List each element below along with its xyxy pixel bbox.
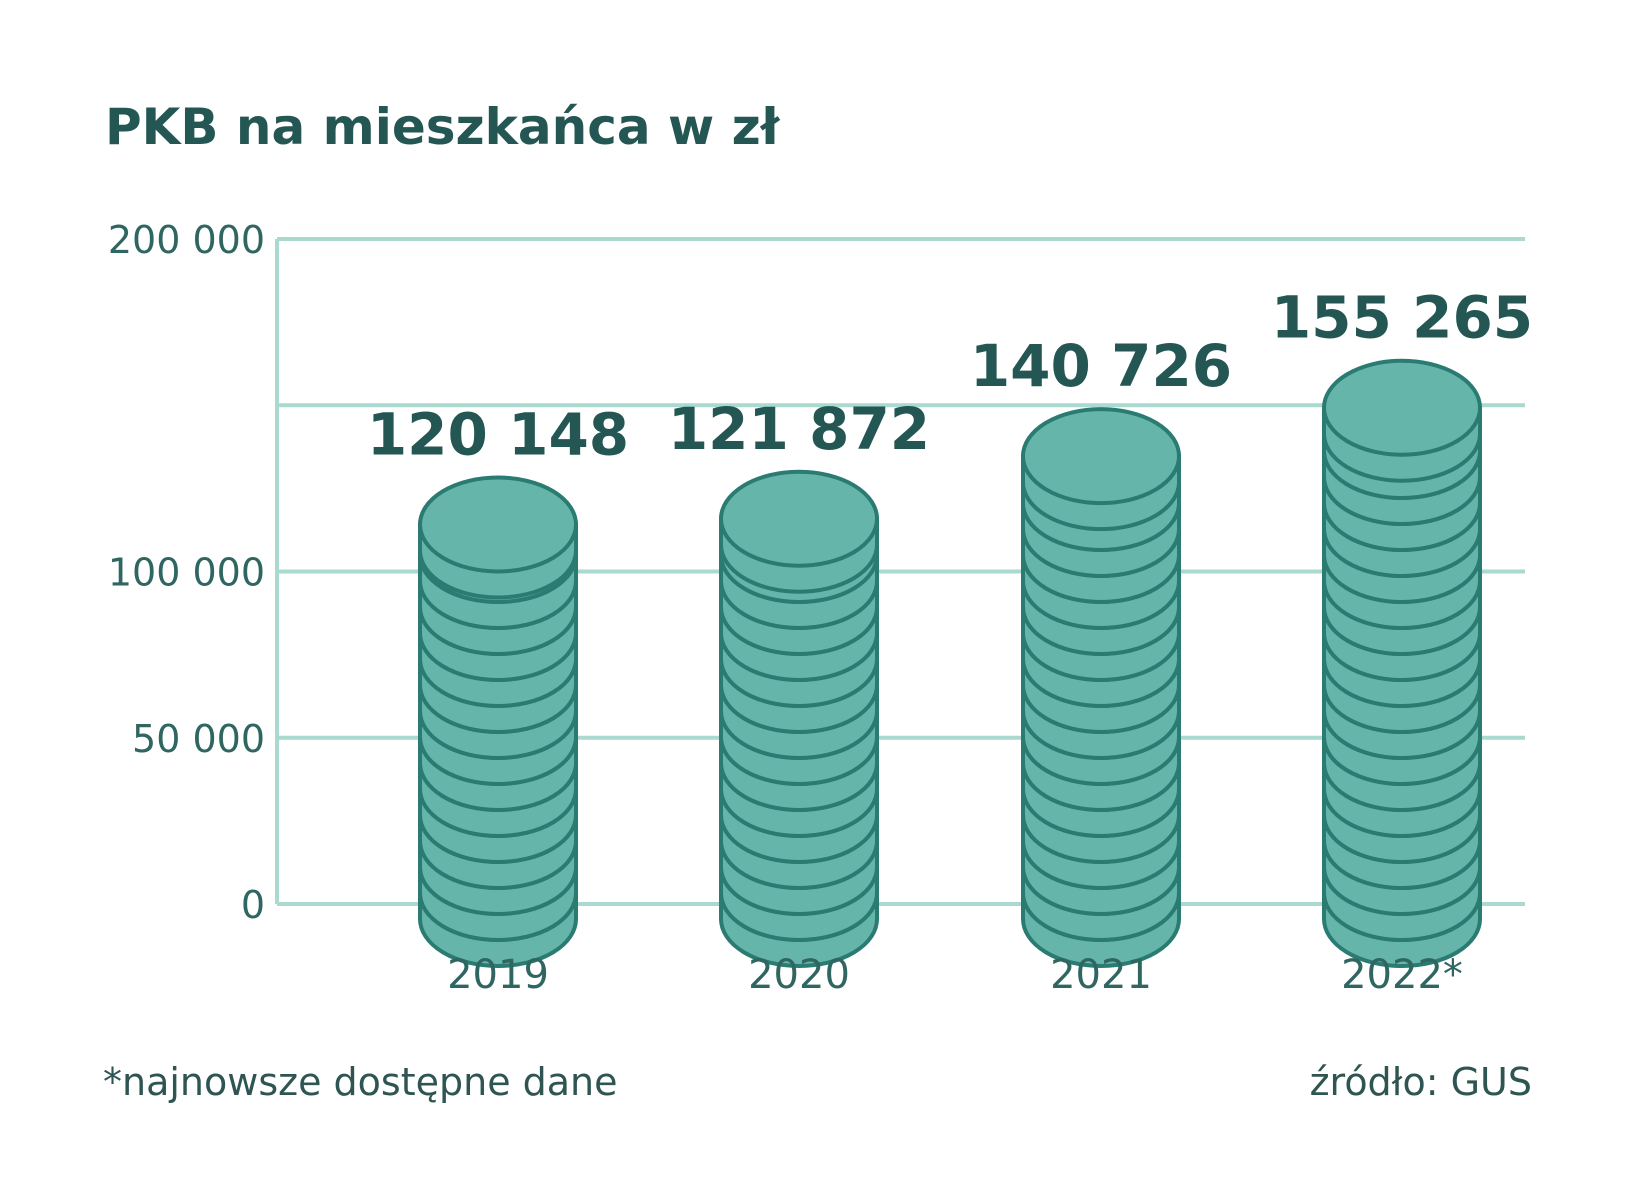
value-label: 121 872 (668, 395, 930, 463)
coin-stacks: 120 148 121 872 140 726 155 265 (367, 284, 1533, 968)
value-label: 120 148 (367, 401, 629, 469)
coin-stack-2022: 155 265 (1271, 284, 1533, 968)
coin-stack-2021: 140 726 (970, 332, 1232, 968)
value-label: 155 265 (1271, 284, 1533, 352)
coin-stack-2020: 121 872 (668, 395, 930, 968)
coin-top (1322, 358, 1482, 457)
x-tick-label: 2022* (1341, 952, 1463, 998)
coin-stack-2019: 120 148 (367, 401, 629, 968)
x-tick-label: 2020 (748, 952, 850, 998)
y-tick-label: 200 000 (108, 218, 265, 262)
x-axis-labels: 2019 2020 2021 2022* (447, 952, 1463, 998)
chart-title: PKB na mieszkańca w zł (105, 98, 781, 156)
footnote: *najnowsze dostępne dane (103, 1060, 618, 1104)
coin-top (719, 469, 879, 568)
source-note: źródło: GUS (1310, 1060, 1532, 1104)
x-tick-label: 2019 (447, 952, 549, 998)
y-tick-label: 0 (241, 883, 265, 927)
y-axis-ticks: 0 50 000 100 000 200 000 (108, 218, 265, 927)
x-tick-label: 2021 (1050, 952, 1152, 998)
coin-top (418, 475, 578, 574)
coin-top (1021, 407, 1181, 506)
y-tick-label: 100 000 (108, 551, 265, 595)
value-label: 140 726 (970, 332, 1232, 400)
y-tick-label: 50 000 (132, 717, 265, 761)
